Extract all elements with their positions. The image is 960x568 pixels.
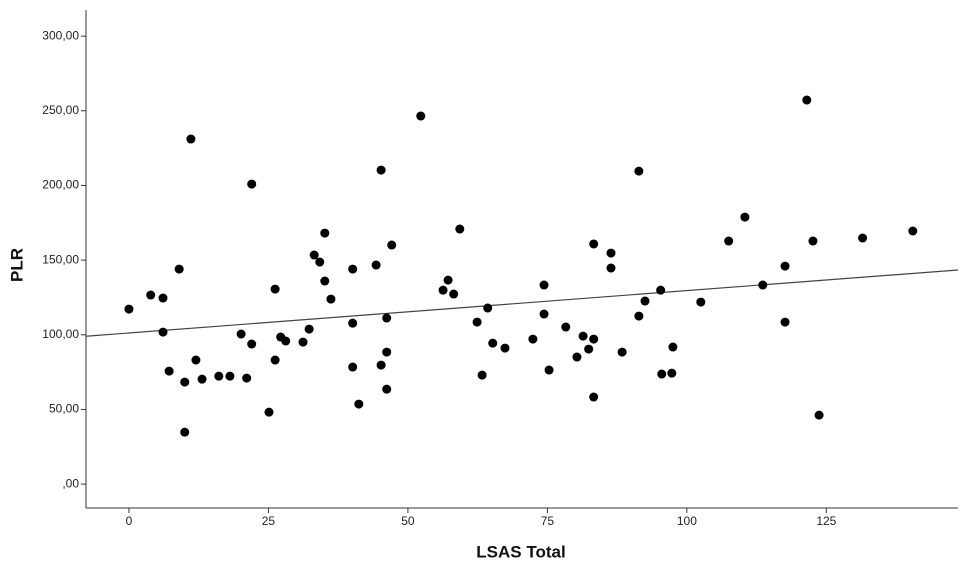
point [589, 392, 599, 402]
point [606, 248, 616, 258]
y-tick-label: 300,00 [42, 28, 79, 42]
point [488, 338, 498, 348]
point [589, 334, 599, 344]
point [539, 280, 549, 290]
x-axis-title: LSAS Total [476, 542, 565, 561]
point [382, 384, 392, 394]
point [858, 233, 868, 243]
point [371, 260, 381, 270]
point [174, 264, 184, 274]
point [584, 344, 594, 354]
point [191, 355, 201, 365]
y-tick-label: 150,00 [42, 252, 79, 266]
point [802, 95, 812, 105]
point [158, 293, 168, 303]
point [382, 347, 392, 357]
point [589, 239, 599, 249]
point [758, 280, 768, 290]
point [724, 236, 734, 246]
point [320, 276, 330, 286]
point [539, 309, 549, 319]
point [740, 212, 750, 222]
y-axis-title: PLR [7, 248, 26, 282]
point [186, 134, 196, 144]
point [298, 337, 308, 347]
point [814, 410, 824, 420]
point [483, 303, 493, 313]
point [281, 336, 291, 346]
point [696, 297, 706, 307]
point [214, 371, 224, 381]
y-tick-label: 50,00 [49, 402, 79, 416]
point [242, 373, 252, 383]
point [124, 304, 134, 314]
y-tick-label: 100,00 [42, 327, 79, 341]
point [315, 257, 325, 267]
point [657, 369, 667, 379]
x-tick-label: 100 [677, 514, 697, 528]
point [180, 427, 190, 437]
point [382, 313, 392, 323]
point [455, 224, 465, 234]
point [606, 263, 616, 273]
point [225, 371, 235, 381]
point [544, 365, 554, 375]
point [634, 166, 644, 176]
point [354, 399, 364, 409]
point [477, 370, 487, 380]
point [617, 347, 627, 357]
y-tick-label: 200,00 [42, 178, 79, 192]
point [528, 334, 538, 344]
point [247, 339, 257, 349]
point [309, 250, 319, 260]
point [780, 261, 790, 271]
x-tick-label: 75 [541, 514, 555, 528]
x-tick-label: 0 [126, 514, 133, 528]
point [578, 331, 588, 341]
point [472, 317, 482, 327]
point [808, 236, 818, 246]
point [908, 226, 918, 236]
point [416, 111, 426, 121]
point [320, 228, 330, 238]
point [164, 366, 174, 376]
y-tick-label: ,00 [62, 476, 79, 490]
point [247, 179, 257, 189]
point [634, 311, 644, 321]
point [158, 327, 168, 337]
point [326, 294, 336, 304]
point [668, 342, 678, 352]
x-tick-label: 125 [816, 514, 836, 528]
point [197, 374, 207, 384]
point [780, 317, 790, 327]
point [500, 343, 510, 353]
point [376, 360, 386, 370]
y-tick-label: 250,00 [42, 103, 79, 117]
point [146, 290, 156, 300]
point [270, 284, 280, 294]
point [640, 296, 650, 306]
point [264, 407, 274, 417]
point [236, 329, 246, 339]
point [304, 324, 314, 334]
point [449, 289, 459, 299]
point [656, 285, 666, 295]
x-tick-label: 25 [262, 514, 276, 528]
point [348, 362, 358, 372]
point [667, 368, 677, 378]
point [572, 352, 582, 362]
point [348, 264, 358, 274]
x-tick-label: 50 [401, 514, 415, 528]
point [443, 275, 453, 285]
fit-line [85, 269, 959, 337]
point [180, 377, 190, 387]
point [270, 355, 280, 365]
point [348, 318, 358, 328]
point [387, 240, 397, 250]
point [376, 165, 386, 175]
point [438, 285, 448, 295]
point [561, 322, 571, 332]
